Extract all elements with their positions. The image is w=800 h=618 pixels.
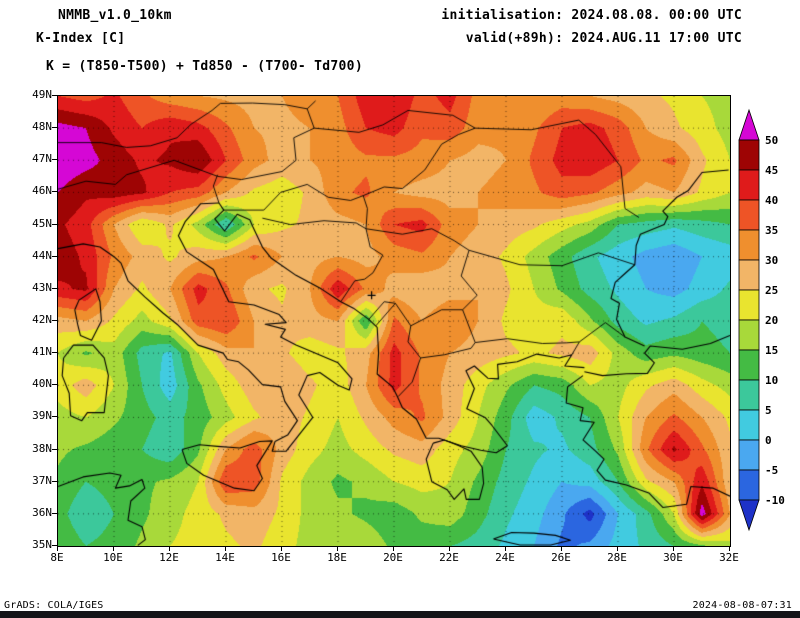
colorbar-segment [739,140,759,170]
lat-tick [52,288,57,289]
colorbar-segment [739,500,759,530]
colorbar-segment [739,350,759,380]
colorbar-segment [739,200,759,230]
lon-tick-label: 30E [655,552,691,564]
colorbar-label: 0 [765,434,772,447]
lat-tick [52,191,57,192]
lat-tick-label: 44N [20,250,52,262]
colorbar-label: 50 [765,134,778,147]
lon-tick [673,546,674,551]
map-plot-frame [57,95,731,547]
lat-tick-label: 38N [20,443,52,455]
k-index-field-map [58,96,730,546]
lon-tick [169,546,170,551]
lat-tick-label: 45N [20,218,52,230]
colorbar-segment [739,470,759,500]
colorbar-segment [739,290,759,320]
lat-tick-label: 41N [20,346,52,358]
variable-title: K-Index [C] [36,31,125,46]
colorbar-label: 15 [765,344,778,357]
colorbar-label: 45 [765,164,778,177]
lat-tick [52,320,57,321]
colorbar-segment [739,110,759,140]
lat-tick-label: 36N [20,507,52,519]
lat-tick [52,449,57,450]
lon-tick-label: 18E [319,552,355,564]
grads-credit: GrADS: COLA/IGES [4,600,104,611]
colorbar-segment [739,320,759,350]
window-bottom-bar [0,611,800,618]
lon-tick-label: 32E [711,552,747,564]
lat-tick-label: 37N [20,475,52,487]
colorbar-label: 25 [765,284,778,297]
lat-tick [52,481,57,482]
lat-tick-label: 46N [20,185,52,197]
colorbar-segment [739,230,759,260]
creation-timestamp: 2024-08-08-07:31 [692,600,792,611]
colorbar-label: -5 [765,464,778,477]
lon-tick [57,546,58,551]
colorbar-segment [739,260,759,290]
lat-tick-label: 39N [20,410,52,422]
colorbar-label: -10 [765,494,785,507]
lon-tick-label: 28E [599,552,635,564]
lat-tick [52,416,57,417]
colorbar-segment [739,380,759,410]
lon-tick [225,546,226,551]
lon-tick [617,546,618,551]
lon-tick [449,546,450,551]
lon-tick-label: 16E [263,552,299,564]
colorbar: 50454035302520151050-5-10 [736,104,794,540]
valid-time: valid(+89h): 2024.AUG.11 17:00 UTC [466,31,742,46]
lon-tick-label: 12E [151,552,187,564]
lat-tick [52,384,57,385]
grads-weather-plot: NMMB_v1.0_10km K-Index [C] initialisatio… [0,0,800,618]
lat-tick-label: 49N [20,89,52,101]
lat-tick [52,256,57,257]
lat-tick [52,95,57,96]
lat-tick-label: 43N [20,282,52,294]
colorbar-label: 20 [765,314,778,327]
model-title: NMMB_v1.0_10km [58,8,172,23]
lon-tick-label: 20E [375,552,411,564]
lon-tick-label: 24E [487,552,523,564]
lon-tick-label: 14E [207,552,243,564]
colorbar-label: 30 [765,254,778,267]
lat-tick-label: 48N [20,121,52,133]
lon-tick-label: 10E [95,552,131,564]
lon-tick [393,546,394,551]
lon-tick [729,546,730,551]
lon-tick-label: 26E [543,552,579,564]
lat-tick-label: 47N [20,153,52,165]
lat-tick [52,352,57,353]
lat-tick [52,159,57,160]
lat-tick [52,127,57,128]
lon-tick [337,546,338,551]
lon-tick [113,546,114,551]
colorbar-segment [739,410,759,440]
colorbar-label: 40 [765,194,778,207]
lon-tick [505,546,506,551]
colorbar-segment [739,440,759,470]
colorbar-label: 5 [765,404,772,417]
lat-tick-label: 42N [20,314,52,326]
initialisation-time: initialisation: 2024.08.08. 00:00 UTC [441,8,742,23]
k-index-formula: K = (T850-T500) + Td850 - (T700- Td700) [46,59,363,74]
lon-tick [281,546,282,551]
colorbar-segment [739,170,759,200]
colorbar-label: 35 [765,224,778,237]
lat-tick-label: 40N [20,378,52,390]
lat-tick [52,224,57,225]
lon-tick [561,546,562,551]
lat-tick [52,513,57,514]
lat-tick-label: 35N [20,539,52,551]
lon-tick-label: 22E [431,552,467,564]
colorbar-label: 10 [765,374,778,387]
lon-tick-label: 8E [39,552,75,564]
